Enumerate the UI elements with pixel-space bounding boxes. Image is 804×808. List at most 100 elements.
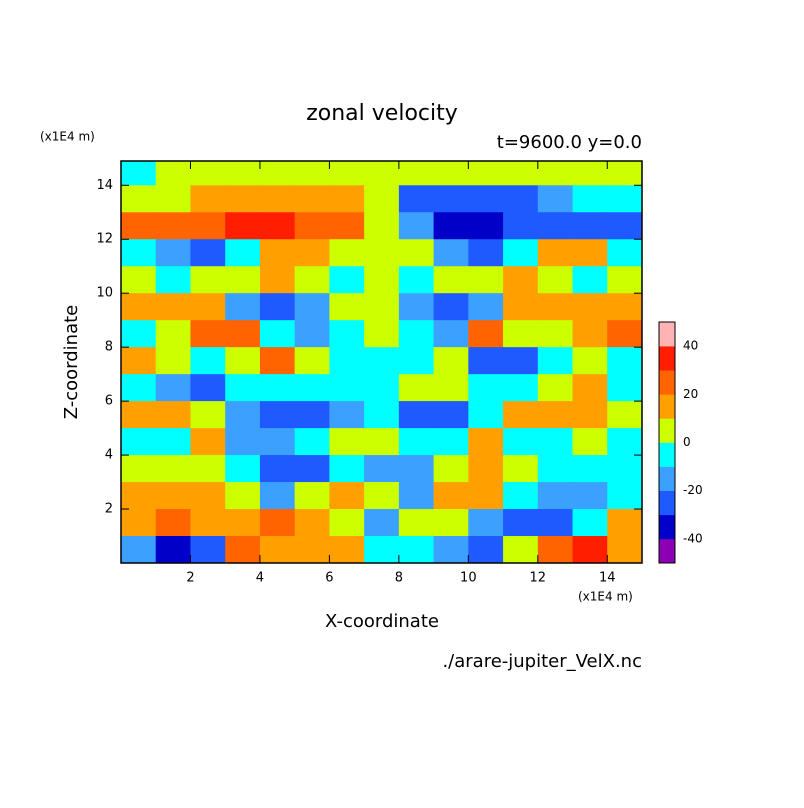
contour-cell xyxy=(503,185,539,213)
contour-cell xyxy=(607,320,642,348)
contour-cell xyxy=(433,401,469,429)
contour-cell xyxy=(468,293,504,321)
contour-cell xyxy=(329,509,365,537)
contour-cell xyxy=(225,482,261,510)
contour-cell xyxy=(607,401,642,429)
contour-field xyxy=(121,161,642,563)
contour-cell xyxy=(155,293,191,321)
contour-cell xyxy=(155,455,191,483)
contour-cell xyxy=(259,482,296,510)
contour-cell xyxy=(294,320,330,348)
contour-cell xyxy=(259,185,296,213)
contour-cell xyxy=(364,266,400,294)
contour-cell xyxy=(398,401,435,429)
contour-cell xyxy=(398,212,435,240)
contour-cell xyxy=(121,374,157,402)
contour-cell xyxy=(155,239,191,267)
contour-cell xyxy=(294,482,330,510)
contour-cell xyxy=(503,509,539,537)
contour-cell xyxy=(468,347,504,375)
contour-cell xyxy=(398,293,435,321)
contour-cell xyxy=(572,374,608,402)
contour-cell xyxy=(190,428,226,456)
contour-cell xyxy=(398,455,435,483)
contour-cell xyxy=(225,401,261,429)
colorbar-frame xyxy=(658,321,676,564)
contour-cell xyxy=(398,161,435,186)
y-tick-label: 10 xyxy=(96,286,113,301)
contour-cell xyxy=(259,374,296,402)
contour-cell xyxy=(503,293,539,321)
contour-cell xyxy=(121,293,157,321)
contour-cell xyxy=(121,185,157,213)
contour-cell xyxy=(468,509,504,537)
colorbar-swatch xyxy=(659,418,675,443)
contour-cell xyxy=(294,212,330,240)
contour-cell xyxy=(468,482,504,510)
contour-cell xyxy=(294,455,330,483)
y-axis-label: Z-coordinate xyxy=(61,305,82,420)
contour-cell xyxy=(503,455,539,483)
contour-cell xyxy=(364,161,400,186)
contour-cell xyxy=(398,320,435,348)
contour-cell xyxy=(329,266,365,294)
contour-cell xyxy=(121,266,157,294)
contour-cell xyxy=(572,455,608,483)
contour-cell xyxy=(537,185,574,213)
contour-cell xyxy=(537,536,574,563)
contour-cell xyxy=(607,266,642,294)
contour-cell xyxy=(503,266,539,294)
contour-cell xyxy=(121,455,157,483)
contour-cell xyxy=(329,482,365,510)
contour-cell xyxy=(190,212,226,240)
contour-cell xyxy=(225,239,261,267)
contour-cell xyxy=(259,161,296,186)
contour-cell xyxy=(294,401,330,429)
contour-cell xyxy=(190,536,226,563)
contour-cell xyxy=(329,161,365,186)
contour-cell xyxy=(503,239,539,267)
contour-cell xyxy=(121,536,157,563)
contour-cell xyxy=(155,347,191,375)
contour-cell xyxy=(433,347,469,375)
contour-cell xyxy=(607,482,642,510)
contour-cell xyxy=(433,161,469,186)
contour-cell xyxy=(155,161,191,186)
contour-cell xyxy=(537,455,574,483)
x-axis-label: X-coordinate xyxy=(325,611,439,632)
contour-cell xyxy=(190,509,226,537)
contour-cell xyxy=(294,239,330,267)
contour-cell xyxy=(329,374,365,402)
colorbar-swatch xyxy=(659,394,675,419)
contour-cell xyxy=(537,161,574,186)
contour-cell xyxy=(503,374,539,402)
contour-cell xyxy=(537,347,574,375)
contour-cell xyxy=(607,185,642,213)
contour-cell xyxy=(537,401,574,429)
contour-cell xyxy=(607,347,642,375)
contour-cell xyxy=(364,401,400,429)
contour-cell xyxy=(537,320,574,348)
contour-cell xyxy=(398,266,435,294)
y-tick-label: 4 xyxy=(105,448,113,463)
contour-cell xyxy=(225,509,261,537)
contour-cell xyxy=(225,185,261,213)
contour-cell xyxy=(537,293,574,321)
contour-cell xyxy=(225,161,261,186)
contour-cell xyxy=(190,320,226,348)
contour-cell xyxy=(225,374,261,402)
x-tick-label: 12 xyxy=(530,571,547,586)
contour-cell xyxy=(503,347,539,375)
contour-cell xyxy=(121,482,157,510)
colorbar-swatch xyxy=(659,370,675,395)
contour-cell xyxy=(121,212,157,240)
x-tick-label: 10 xyxy=(460,571,477,586)
contour-cell xyxy=(329,185,365,213)
contour-cell xyxy=(433,239,469,267)
contour-cell xyxy=(398,185,435,213)
contour-cell xyxy=(572,482,608,510)
contour-cell xyxy=(364,455,400,483)
contour-cell xyxy=(259,266,296,294)
contour-cell xyxy=(468,428,504,456)
contour-cell xyxy=(433,428,469,456)
